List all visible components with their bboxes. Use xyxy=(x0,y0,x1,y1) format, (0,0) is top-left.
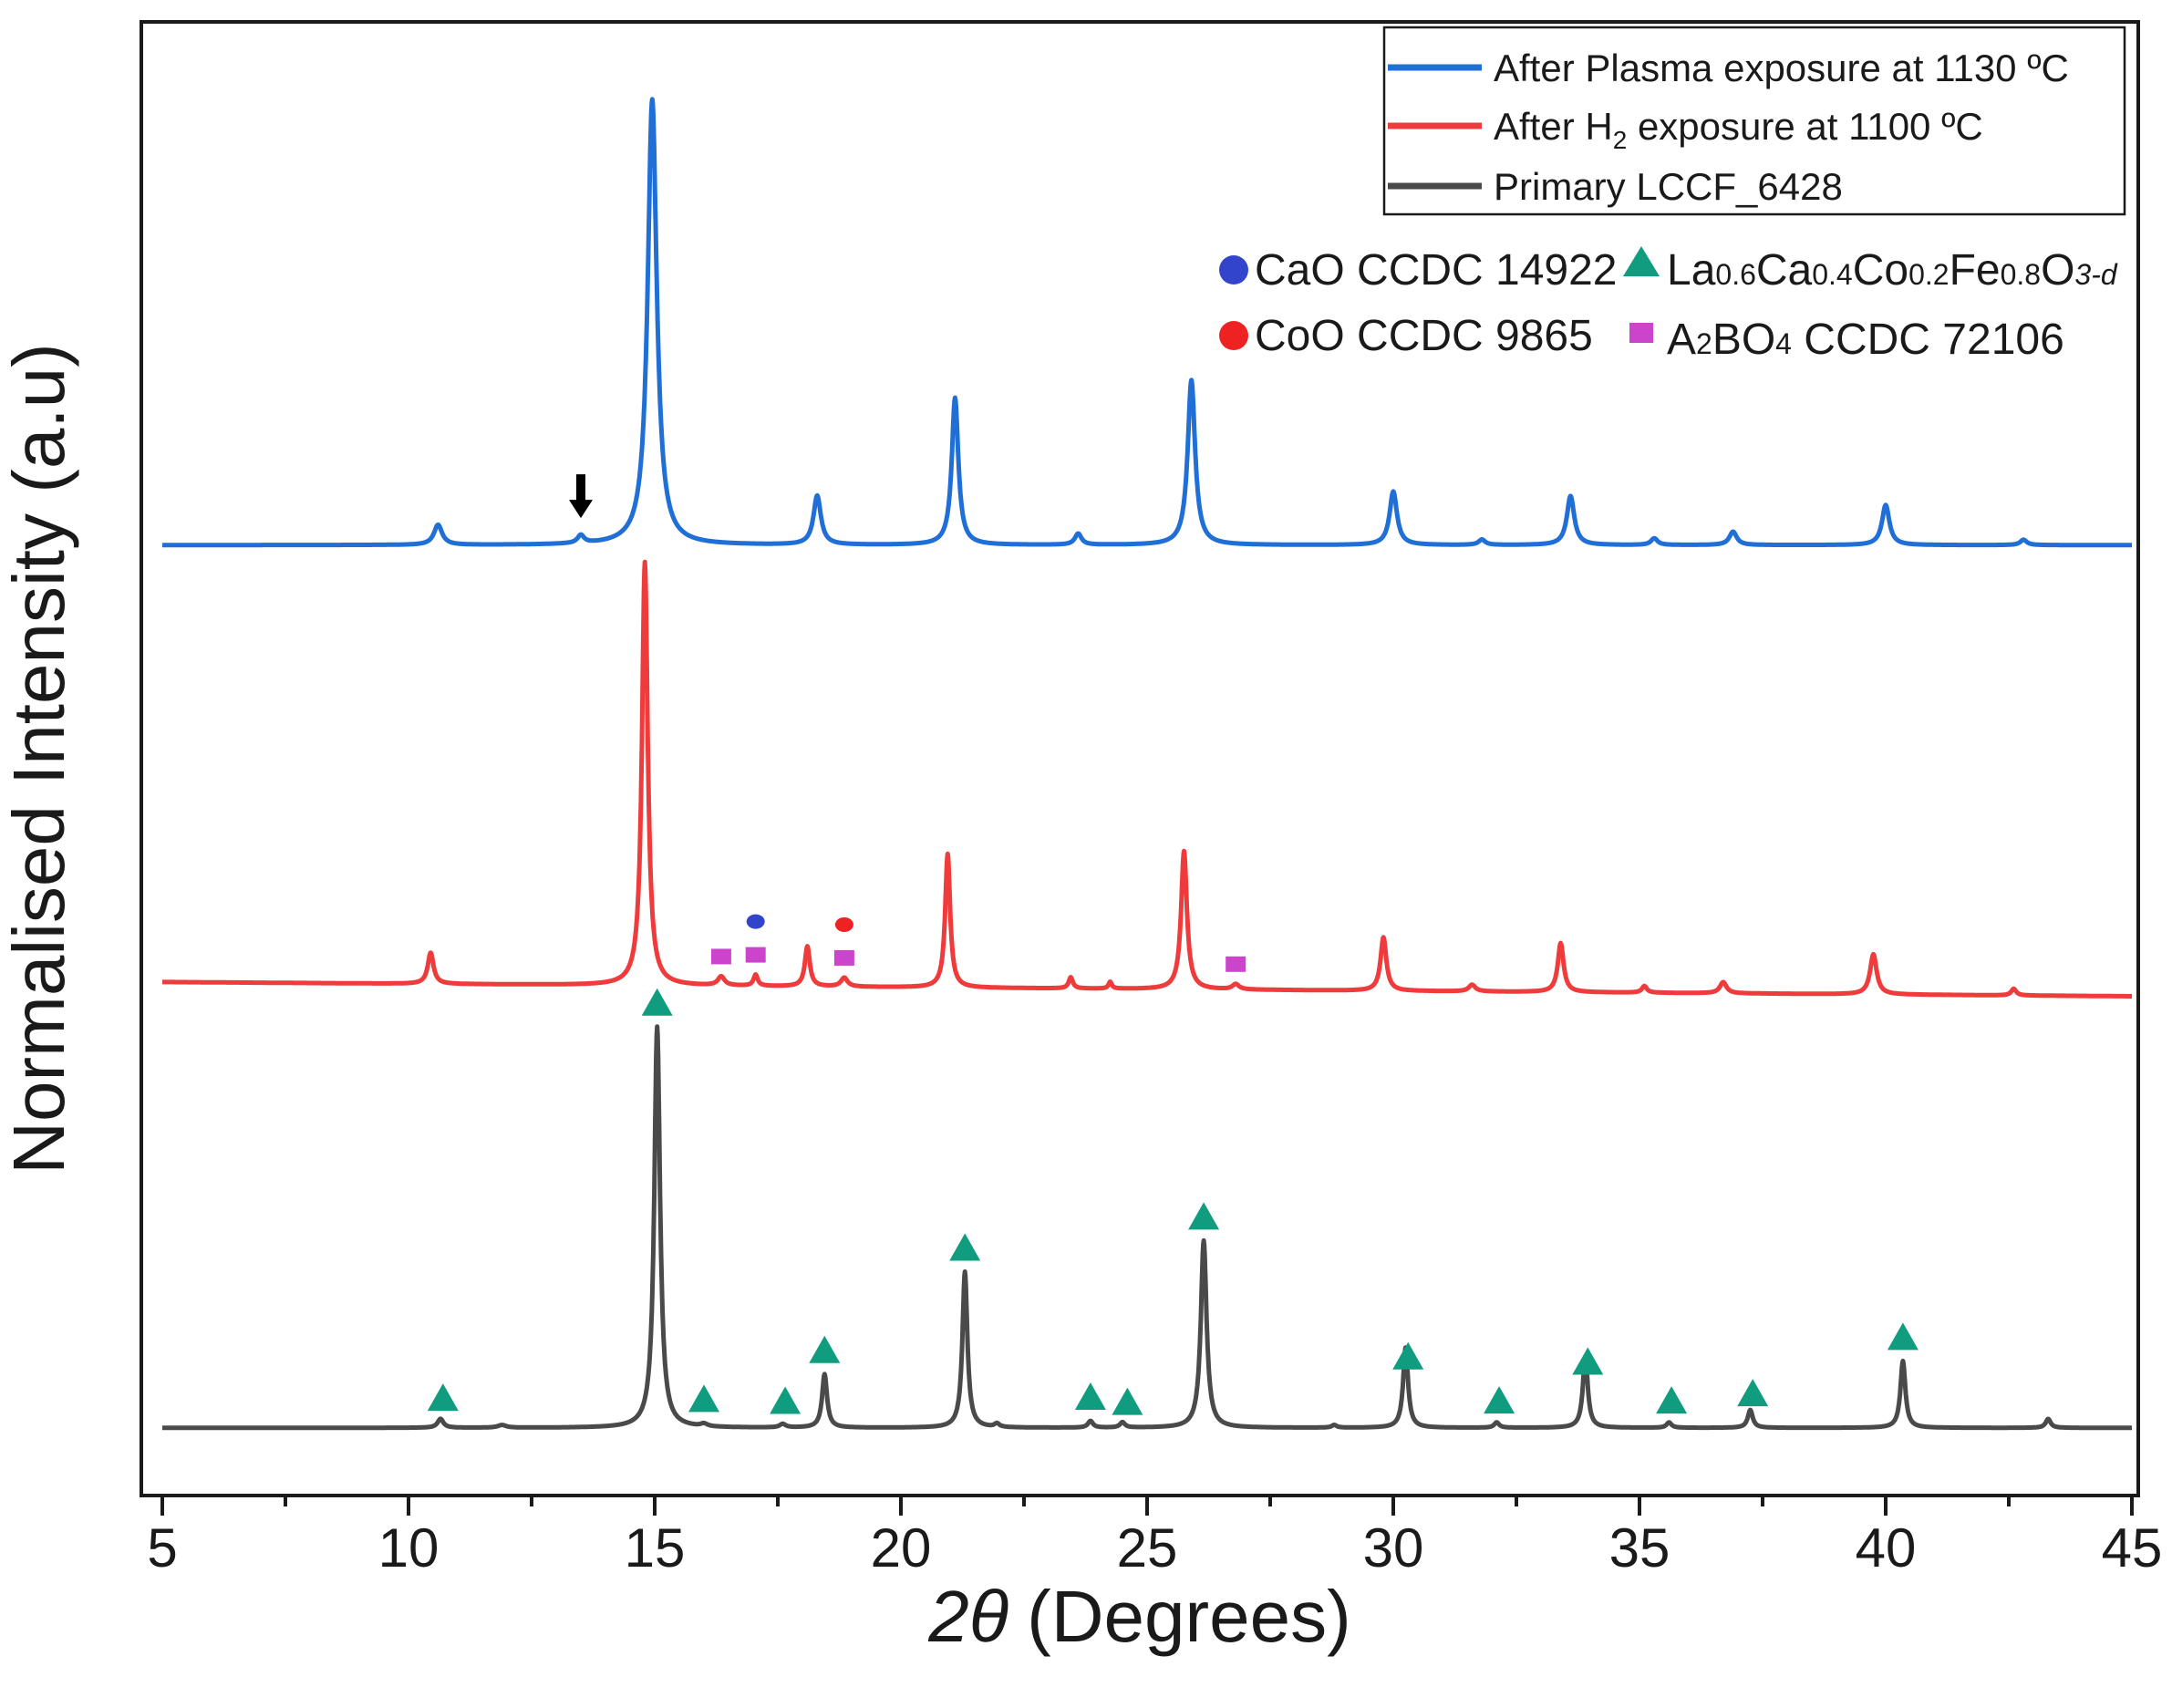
phase-key-a2bo4-icon xyxy=(1629,323,1653,343)
lccf-peak-marker-4 xyxy=(809,1335,841,1363)
x-tick-label: 15 xyxy=(625,1517,686,1579)
lccf-peak-marker-8 xyxy=(1188,1202,1220,1230)
lccf-peak-marker-13 xyxy=(1737,1379,1769,1407)
phase-key-cao-label: CaO CCDC 14922 xyxy=(1255,246,1618,295)
lccf-peak-marker-11 xyxy=(1572,1347,1604,1375)
series-line-h2 xyxy=(160,559,2134,999)
phase-key-cao-icon xyxy=(1219,255,1248,285)
down-arrow-icon xyxy=(569,474,593,519)
series-line-plasma xyxy=(160,97,2134,548)
tick-layer: 5 10 15 20 25 30 35 40 45 xyxy=(147,1496,2162,1579)
phase-key-a2bo4-label: A2BO4 CCDC 72106 xyxy=(1667,316,2064,364)
lccf-peak-marker-3 xyxy=(770,1386,802,1414)
phase-key: CaO CCDC 14922 La0.6Ca0.4Co0.2Fe0.8O3-d … xyxy=(1219,246,2118,364)
phase-key-coo-icon xyxy=(1219,321,1248,350)
phase-key-coo-label: CoO CCDC 9865 xyxy=(1255,312,1593,360)
cao-peak-marker xyxy=(746,914,765,929)
legend-box xyxy=(1382,26,2126,216)
a2bo4-peak-marker-1 xyxy=(745,947,766,963)
series-layer xyxy=(160,97,2134,1431)
legend-label-plasma: After Plasma exposure at 1130 ºC xyxy=(1494,47,2069,89)
marker-layer xyxy=(427,474,1919,1415)
x-tick-label: 25 xyxy=(1117,1517,1178,1579)
lccf-peak-marker-1 xyxy=(641,988,673,1016)
lccf-peak-marker-7 xyxy=(1112,1387,1143,1415)
lccf-peak-marker-9 xyxy=(1392,1341,1424,1370)
x-axis-label-symbol: 2θ xyxy=(927,1576,1008,1657)
lccf-peak-marker-14 xyxy=(1887,1322,1919,1351)
x-tick-label: 5 xyxy=(147,1517,177,1579)
x-axis-label: 2θ (Degrees) xyxy=(927,1576,1351,1657)
x-tick-label: 45 xyxy=(2102,1517,2163,1579)
plot-frame xyxy=(140,20,2140,1497)
coo-peak-marker xyxy=(834,916,853,932)
a2bo4-peak-marker-2 xyxy=(833,949,854,966)
lccf-peak-marker-12 xyxy=(1656,1386,1688,1414)
legend: After Plasma exposure at 1130 ºC After H… xyxy=(1382,26,2126,216)
x-tick-label: 20 xyxy=(871,1517,932,1579)
lccf-peak-marker-2 xyxy=(688,1384,719,1413)
series-line-primary xyxy=(160,1024,2134,1431)
x-tick-label: 40 xyxy=(1856,1517,1917,1579)
y-axis-label: Normalised Intensity (a.u) xyxy=(0,343,79,1174)
a2bo4-peak-marker-0 xyxy=(710,948,731,965)
lccf-peak-marker-0 xyxy=(427,1383,459,1412)
lccf-peak-marker-5 xyxy=(949,1233,981,1261)
x-tick-label: 30 xyxy=(1363,1517,1424,1579)
phase-key-lccf-icon xyxy=(1623,246,1660,276)
legend-label-primary: Primary LCCF_6428 xyxy=(1494,165,1843,208)
x-tick-label: 35 xyxy=(1609,1517,1670,1579)
x-tick-label: 10 xyxy=(378,1517,440,1579)
lccf-peak-marker-10 xyxy=(1484,1386,1515,1414)
phase-key-lccf-label: La0.6Ca0.4Co0.2Fe0.8O3-d xyxy=(1667,246,2118,295)
legend-label-h2: After H2 exposure at 1100 ºC xyxy=(1494,105,1983,154)
a2bo4-peak-marker-3 xyxy=(1226,956,1246,972)
lccf-peak-marker-6 xyxy=(1074,1382,1106,1411)
x-axis-label-unit: (Degrees) xyxy=(1027,1576,1351,1657)
